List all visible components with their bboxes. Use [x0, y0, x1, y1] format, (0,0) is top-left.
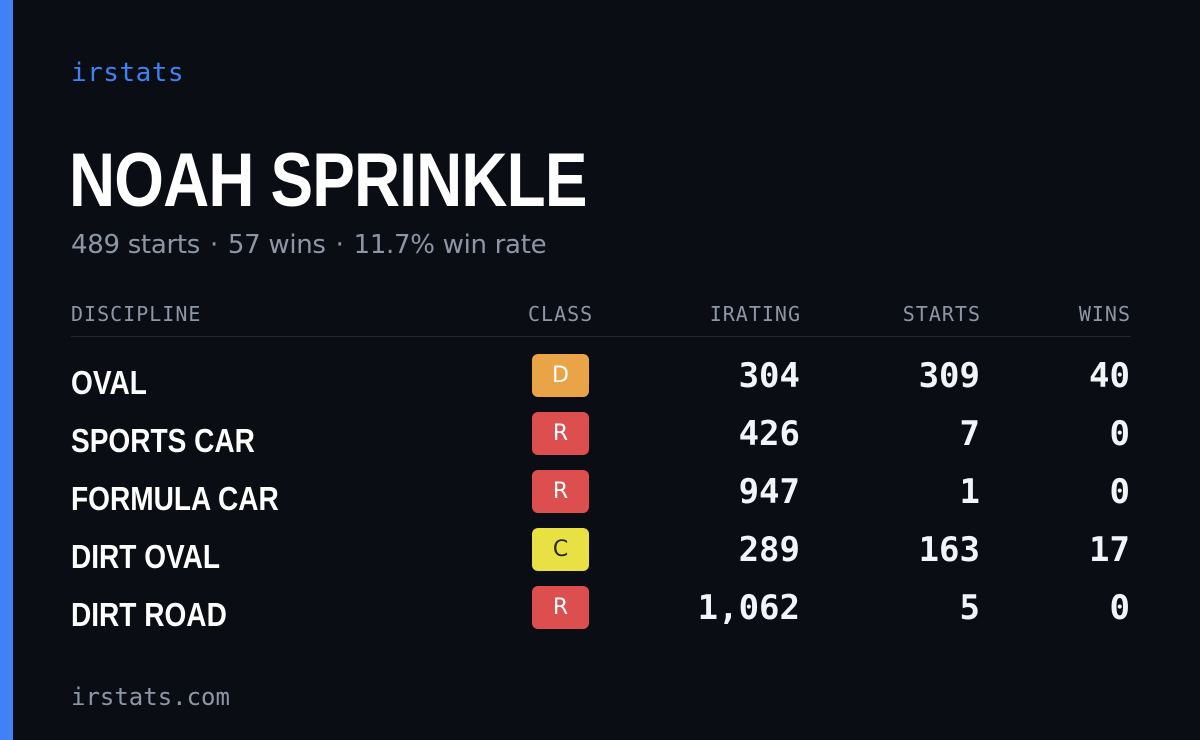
column-header-class: CLASS	[528, 302, 594, 326]
wins-cell: 0	[1109, 414, 1130, 454]
column-header-wins: WINS	[1078, 302, 1131, 326]
irating-cell: 289	[738, 530, 800, 570]
discipline-cell: FORMULA CAR	[71, 480, 279, 517]
wins-cell: 0	[1109, 472, 1130, 512]
accent-bar	[0, 0, 13, 740]
class-badge: R	[532, 470, 589, 513]
table-row: DIRT ROAD R 1,062 5 0	[71, 586, 1131, 644]
table-row: SPORTS CAR R 426 7 0	[71, 412, 1131, 470]
starts-cell: 7	[959, 414, 980, 454]
table-row: DIRT OVAL C 289 163 17	[71, 528, 1131, 586]
class-badge: C	[532, 528, 589, 571]
class-badge: R	[532, 412, 589, 455]
irating-cell: 426	[738, 414, 800, 454]
table-header: DISCIPLINE CLASS IRATING STARTS WINS	[71, 296, 1131, 337]
discipline-cell: SPORTS CAR	[71, 422, 255, 459]
starts-cell: 309	[918, 356, 980, 396]
irating-cell: 1,062	[697, 588, 800, 628]
class-badge: D	[532, 354, 589, 397]
column-header-discipline: DISCIPLINE	[71, 302, 202, 326]
player-summary: 489 starts · 57 wins · 11.7% win rate	[71, 228, 547, 262]
irating-cell: 947	[738, 472, 800, 512]
class-badge: R	[532, 586, 589, 629]
summary-win-rate: 11.7% win rate	[353, 230, 547, 260]
summary-wins: 57 wins	[227, 230, 326, 260]
footer-url[interactable]: irstats.com	[71, 683, 230, 711]
discipline-stats-table: DISCIPLINE CLASS IRATING STARTS WINS OVA…	[71, 296, 1131, 644]
column-header-irating: IRATING	[709, 302, 801, 326]
discipline-cell: DIRT ROAD	[71, 596, 227, 633]
wins-cell: 40	[1089, 356, 1130, 396]
column-header-starts: STARTS	[902, 302, 981, 326]
starts-cell: 163	[918, 530, 980, 570]
discipline-cell: OVAL	[71, 364, 147, 401]
summary-separator: ·	[209, 230, 218, 260]
table-row: OVAL D 304 309 40	[71, 354, 1131, 412]
starts-cell: 5	[959, 588, 980, 628]
summary-separator: ·	[335, 230, 344, 260]
table-body: OVAL D 304 309 40 SPORTS CAR R 426 7 0 F…	[71, 354, 1131, 644]
player-name: NOAH SPRINKLE	[69, 138, 587, 223]
starts-cell: 1	[959, 472, 980, 512]
irating-cell: 304	[738, 356, 800, 396]
summary-starts: 489 starts	[71, 230, 200, 260]
wins-cell: 0	[1109, 588, 1130, 628]
brand-logo-text: irstats	[71, 58, 185, 88]
discipline-cell: DIRT OVAL	[71, 538, 221, 575]
table-row: FORMULA CAR R 947 1 0	[71, 470, 1131, 528]
wins-cell: 17	[1089, 530, 1130, 570]
